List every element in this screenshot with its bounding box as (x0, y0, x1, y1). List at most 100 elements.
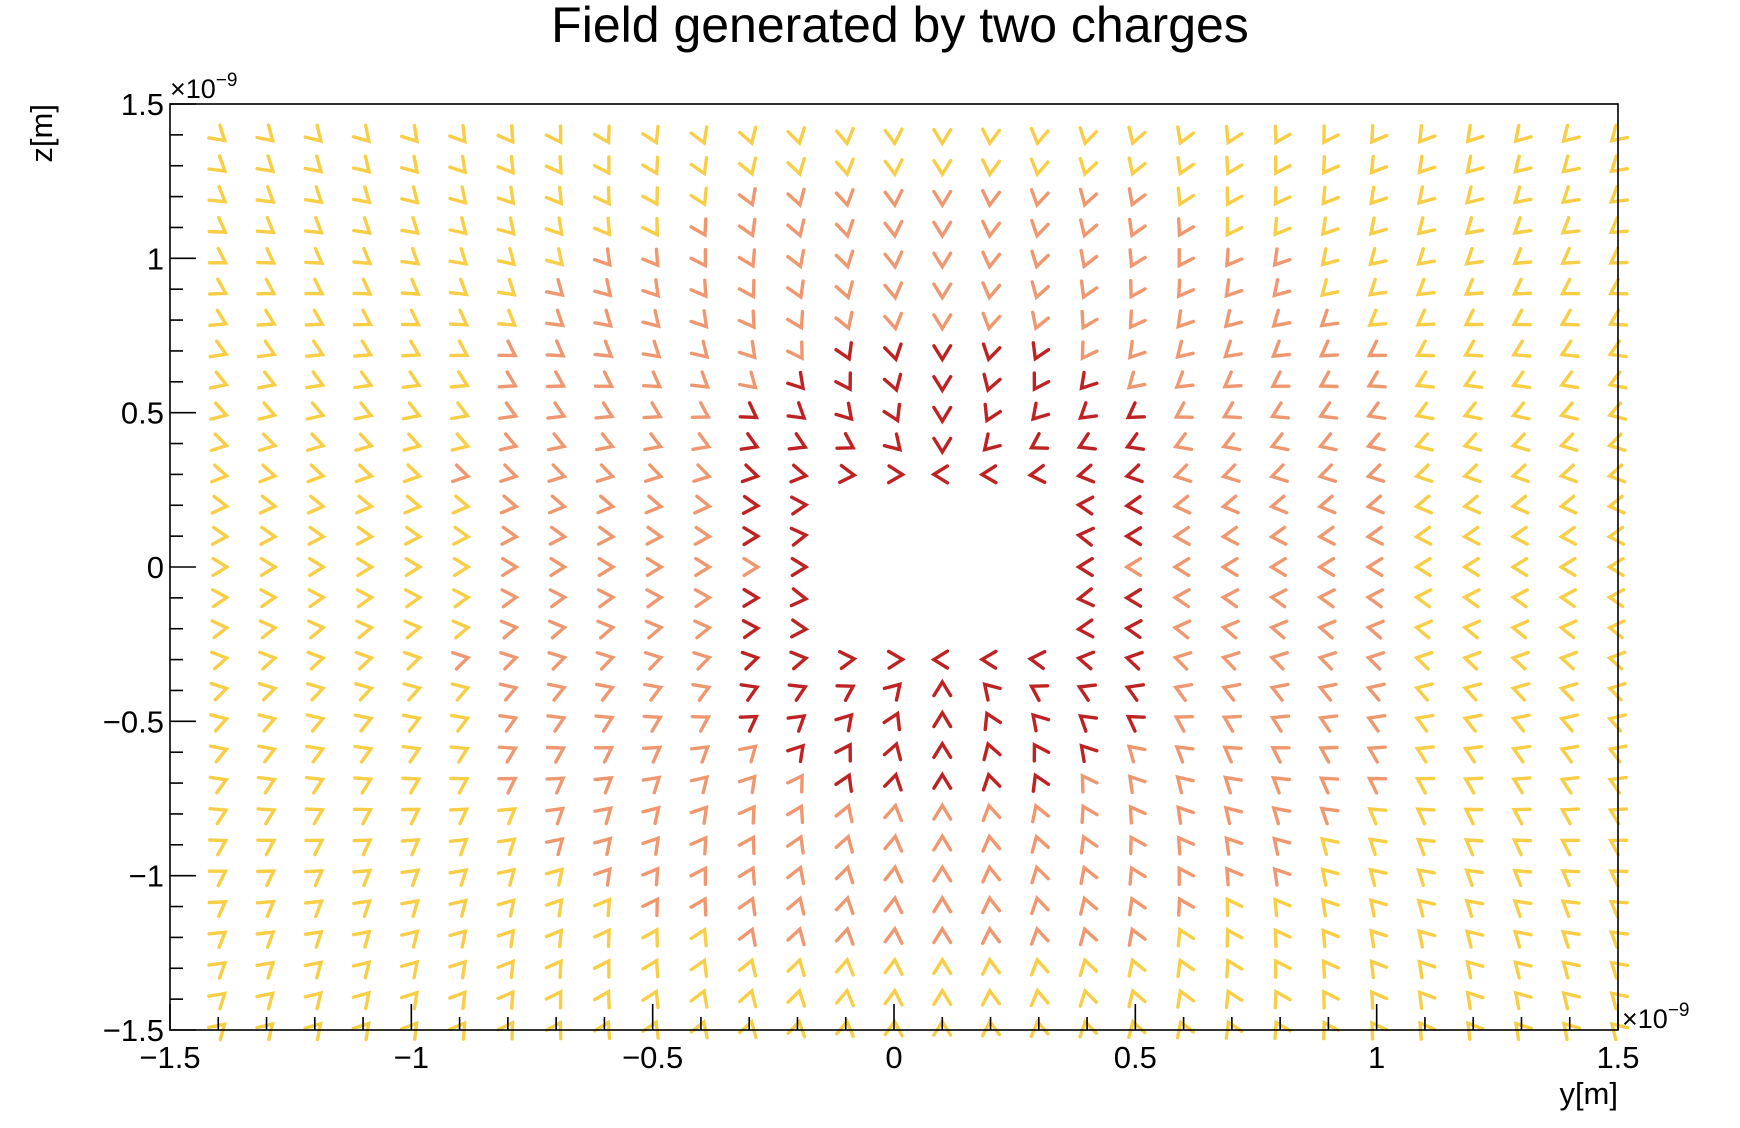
field-arrow (1319, 836, 1340, 857)
y-tick-label: 0 (147, 550, 164, 585)
field-arrow (1365, 401, 1387, 420)
x-tick-label: −1 (394, 1040, 429, 1075)
field-arrow (1606, 588, 1626, 609)
field-arrow (256, 775, 278, 795)
field-arrow (353, 776, 374, 795)
field-arrow (207, 869, 229, 888)
field-arrow (1364, 556, 1384, 578)
field-arrow (1127, 774, 1147, 795)
field-arrow (883, 925, 904, 945)
field-arrow (1321, 927, 1340, 949)
field-arrow (641, 278, 661, 299)
field-arrow (932, 802, 953, 821)
field-arrow (1370, 1020, 1389, 1041)
field-arrow (1607, 339, 1628, 359)
field-arrow (834, 188, 855, 209)
field-arrow (1222, 775, 1243, 795)
x-tick-label: 1 (1368, 1040, 1385, 1075)
field-arrow (1268, 556, 1287, 578)
field-arrow (1561, 960, 1581, 980)
field-arrow (737, 926, 757, 947)
field-arrow (594, 401, 615, 420)
field-arrow (1558, 682, 1579, 702)
field-arrow (741, 494, 761, 515)
field-arrow (932, 405, 953, 425)
field-arrow (257, 401, 278, 421)
field-arrow (786, 126, 807, 147)
field-arrow (1076, 432, 1097, 451)
field-arrow (1365, 619, 1385, 640)
field-arrow (351, 154, 372, 174)
field-arrow (306, 432, 327, 452)
field-arrow (1079, 218, 1099, 239)
field-arrow (1558, 650, 1579, 671)
field-arrow (306, 619, 327, 640)
field-arrow (838, 463, 858, 484)
field-arrow (786, 987, 807, 1008)
field-arrow (593, 339, 614, 359)
field-arrow (1272, 866, 1292, 887)
field-arrow (308, 556, 327, 578)
field-arrow (1029, 925, 1050, 946)
field-arrow (1461, 432, 1483, 452)
field-arrow (1318, 776, 1340, 795)
field-arrow (593, 806, 614, 826)
field-arrow (1176, 309, 1195, 330)
field-arrow (545, 836, 565, 857)
field-arrow (1509, 619, 1530, 640)
field-arrow (209, 681, 230, 702)
field-arrow (545, 745, 567, 764)
field-arrow (354, 682, 375, 702)
field-arrow (1269, 682, 1290, 702)
field-arrow (737, 865, 757, 886)
field-arrow (981, 219, 1002, 240)
y-axis-ticks: −1.5 −1 −0.5 0 0.5 1 1.5 (103, 87, 196, 1048)
field-arrow (451, 494, 472, 515)
field-arrow (255, 154, 276, 174)
field-arrow (740, 650, 761, 671)
field-arrow (1560, 185, 1581, 205)
field-arrow (1268, 525, 1288, 546)
field-arrow (1220, 432, 1242, 452)
field-arrow (835, 684, 856, 702)
field-arrow (303, 899, 325, 918)
x-axis-title: y[m] (1559, 1076, 1618, 1111)
field-arrow (1318, 370, 1339, 389)
field-arrow (932, 344, 953, 363)
field-arrow (1274, 958, 1292, 979)
field-arrow (1269, 401, 1291, 420)
field-arrow (258, 463, 279, 484)
field-arrow (740, 463, 761, 484)
field-arrow (403, 619, 423, 640)
field-arrow (1413, 494, 1433, 515)
field-arrow (786, 834, 805, 855)
field-arrow (1031, 802, 1051, 824)
field-arrow (1609, 154, 1630, 174)
field-arrow (689, 988, 709, 1009)
field-arrow (1172, 651, 1193, 671)
y-tick-label: −1 (129, 859, 164, 894)
field-arrow (789, 650, 810, 671)
field-arrow (210, 463, 230, 484)
field-arrow (1464, 216, 1485, 236)
field-arrow (1510, 432, 1531, 452)
field-arrow (932, 956, 953, 976)
field-arrow (1510, 744, 1532, 764)
field-arrow (304, 277, 325, 296)
field-arrow (641, 186, 659, 207)
field-arrow (1128, 895, 1147, 917)
field-arrow (834, 310, 854, 332)
field-arrow (207, 185, 228, 204)
field-arrow (258, 619, 279, 640)
field-arrow (1413, 556, 1432, 578)
field-arrow (982, 740, 1002, 762)
field-arrow (1123, 463, 1144, 484)
field-arrow (256, 869, 277, 888)
field-arrow (1270, 370, 1291, 389)
field-arrow (1465, 990, 1485, 1011)
field-arrow (351, 929, 372, 949)
field-arrow (1225, 957, 1244, 979)
field-arrow (1316, 525, 1336, 546)
field-arrow (834, 371, 852, 392)
field-arrow (883, 311, 903, 332)
